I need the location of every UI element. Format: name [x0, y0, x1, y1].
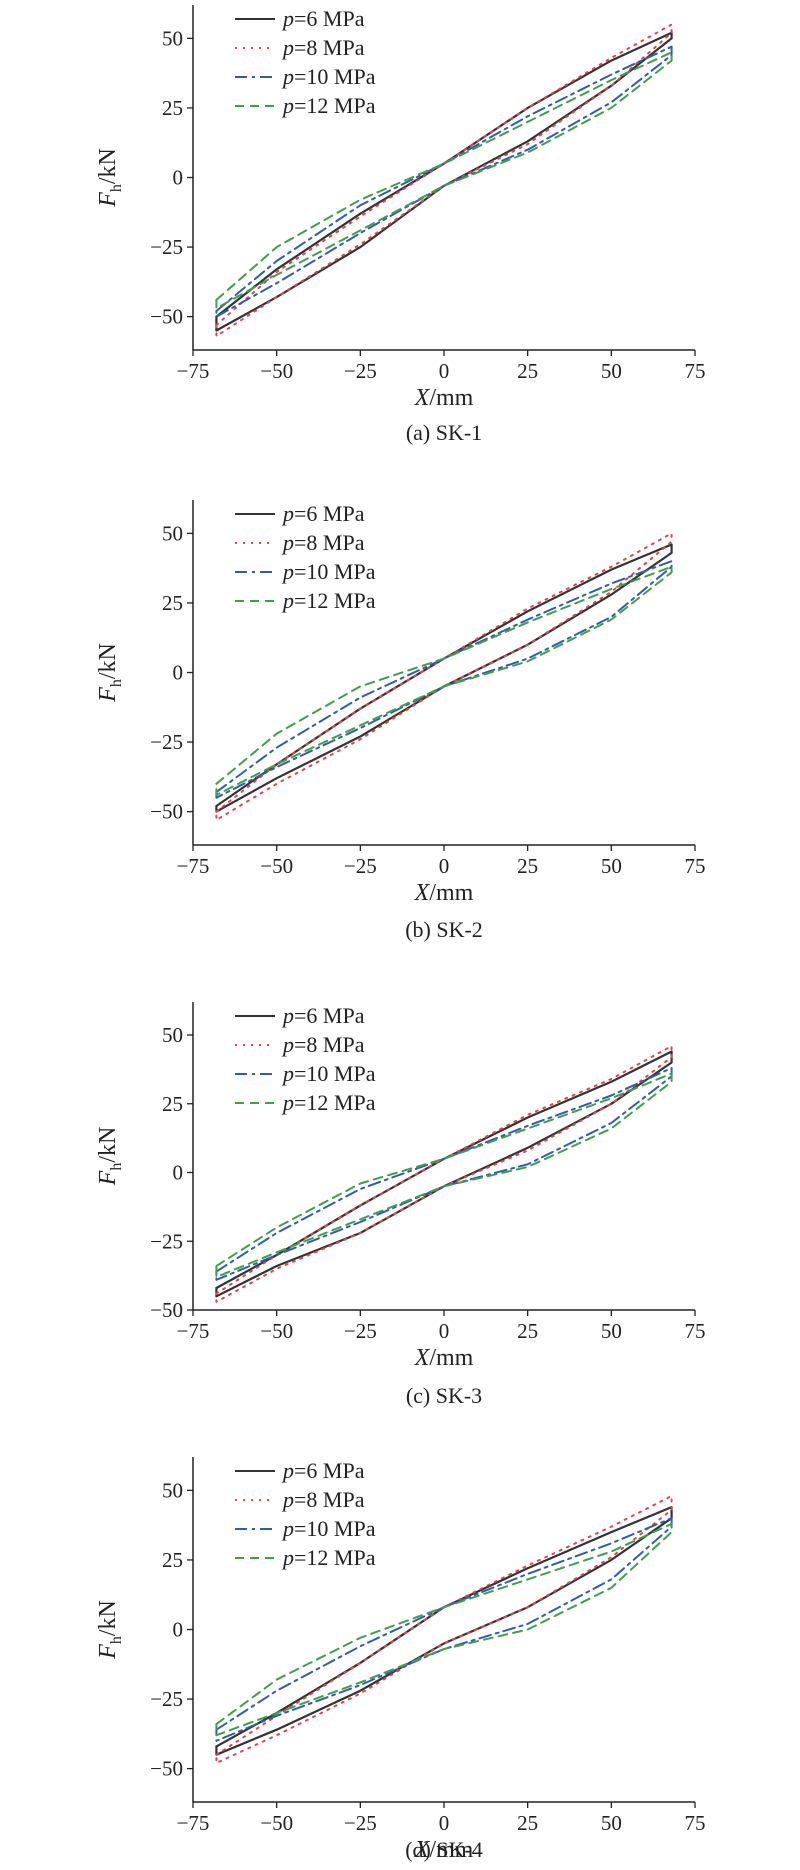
x-tick-label: −75: [177, 854, 210, 878]
legend-label: p=10 MPa: [281, 1061, 376, 1086]
y-tick-label: −25: [150, 1687, 183, 1711]
x-tick-label: −50: [260, 1319, 293, 1343]
x-tick-label: −75: [177, 1811, 210, 1835]
legend-label: p=8 MPa: [281, 530, 365, 555]
x-tick-label: 50: [601, 1319, 622, 1343]
y-axis-label: Fh/kN: [95, 1127, 125, 1187]
y-tick-label: 50: [162, 26, 183, 50]
series-line-p-6-mpa: [215, 543, 673, 813]
x-tick-label: 0: [439, 359, 450, 383]
y-tick-label: −25: [150, 1229, 183, 1253]
series-line-p-8-mpa: [215, 1045, 673, 1303]
x-axis-label: X/mm: [414, 880, 474, 906]
x-tick-label: 50: [601, 1811, 622, 1835]
legend-label: p=8 MPa: [281, 1487, 365, 1512]
x-tick-label: 75: [685, 359, 706, 383]
series-line-p-10-mpa: [215, 45, 673, 318]
x-tick-label: −25: [344, 359, 377, 383]
legend-label: p=10 MPa: [281, 559, 376, 584]
y-tick-label: 25: [162, 1092, 183, 1116]
chart-panel-1: −75 −50 −25 0 25 50 75 −50 −25 0 25 50 X/mm Fh/kN p=6 …: [95, 5, 706, 445]
y-tick-label: −50: [150, 305, 183, 329]
x-axis-label: X/mm: [414, 385, 474, 411]
series-line-p-12-mpa: [215, 51, 673, 310]
y-tick-label: −25: [150, 730, 183, 754]
x-tick-label: 0: [439, 1811, 450, 1835]
series-line-p-10-mpa: [215, 560, 673, 799]
y-tick-label: 0: [173, 1618, 184, 1642]
series-line-p-8-mpa: [215, 1495, 673, 1764]
x-tick-label: 0: [439, 1319, 450, 1343]
series-line-p-12-mpa: [215, 565, 673, 796]
series-line-p-8-mpa: [215, 23, 673, 338]
chart-panel-4: −75 −50 −25 0 25 50 75 −50 −25 0 25 50 X/mm Fh/kN p=6 …: [95, 1457, 706, 1863]
y-tick-label: 0: [173, 166, 184, 190]
y-tick-label: 50: [162, 521, 183, 545]
legend-label: p=6 MPa: [281, 1458, 365, 1483]
panel-caption: (c) SK-3: [406, 1383, 482, 1408]
legend-label: p=6 MPa: [281, 501, 365, 526]
chart-panel-3: −75 −50 −25 0 25 50 75−50−2502550X/mmFh/kNp=6 …: [95, 1002, 706, 1408]
x-axis-label: X/mm: [414, 1345, 474, 1371]
x-tick-label: −50: [260, 359, 293, 383]
legend-label: p=8 MPa: [281, 35, 365, 60]
panel-caption: (d) SK-4: [405, 1837, 483, 1862]
x-tick-label: −50: [260, 854, 293, 878]
x-axis-label: X/mm: [414, 1837, 474, 1863]
legend-label: p=12 MPa: [281, 1545, 376, 1570]
legend-label: p=6 MPa: [281, 6, 365, 31]
x-tick-label: 25: [517, 359, 538, 383]
y-tick-label: −50: [150, 1298, 183, 1322]
y-tick-label: 50: [162, 1478, 183, 1502]
y-axis-label: Fh/kN: [95, 148, 125, 208]
x-tick-label: 75: [685, 1319, 706, 1343]
y-tick-label: −25: [150, 235, 183, 259]
legend-label: p=12 MPa: [281, 1090, 376, 1115]
series-line-p-6-mpa: [215, 31, 673, 332]
x-tick-label: 25: [517, 854, 538, 878]
panel-caption: (a) SK-1: [406, 420, 482, 445]
legend-label: p=8 MPa: [281, 1032, 365, 1057]
series-line-p-12-mpa: [215, 1072, 673, 1278]
x-tick-label: 50: [601, 359, 622, 383]
series-line-p-6-mpa: [215, 1050, 673, 1298]
x-tick-label: 75: [685, 854, 706, 878]
legend-label: p=10 MPa: [281, 64, 376, 89]
y-tick-label: −50: [150, 1757, 183, 1781]
y-axis-label: Fh/kN: [95, 1600, 125, 1660]
y-tick-label: 25: [162, 1548, 183, 1572]
x-tick-label: 25: [517, 1811, 538, 1835]
x-tick-label: −75: [177, 359, 210, 383]
y-tick-label: 50: [162, 1023, 183, 1047]
x-tick-label: −50: [260, 1811, 293, 1835]
y-tick-label: 25: [162, 591, 183, 615]
panel-caption: (b) SK-2: [405, 917, 483, 942]
legend-label: p=6 MPa: [281, 1003, 365, 1028]
x-tick-label: −25: [344, 1319, 377, 1343]
x-tick-label: 75: [685, 1811, 706, 1835]
chart-panel-2: −75 −50 −25 0 25 50 75 −50 −25 0 25 50 X/mm Fh/kN p=6 …: [95, 500, 706, 942]
legend-label: p=12 MPa: [281, 93, 376, 118]
series-line-p-12-mpa: [215, 1522, 673, 1737]
y-axis-label: Fh/kN: [95, 643, 125, 703]
x-tick-label: 0: [439, 854, 450, 878]
x-tick-label: −25: [344, 854, 377, 878]
y-tick-label: 25: [162, 96, 183, 120]
y-tick-label: 0: [173, 1161, 184, 1185]
x-tick-label: −25: [344, 1811, 377, 1835]
legend-label: p=12 MPa: [281, 588, 376, 613]
x-tick-label: 50: [601, 854, 622, 878]
y-tick-label: −50: [150, 800, 183, 824]
x-tick-label: 25: [517, 1319, 538, 1343]
y-tick-label: 0: [173, 661, 184, 685]
legend-label: p=10 MPa: [281, 1516, 376, 1541]
series-line-p-8-mpa: [215, 532, 673, 821]
x-tick-label: −75: [177, 1319, 210, 1343]
